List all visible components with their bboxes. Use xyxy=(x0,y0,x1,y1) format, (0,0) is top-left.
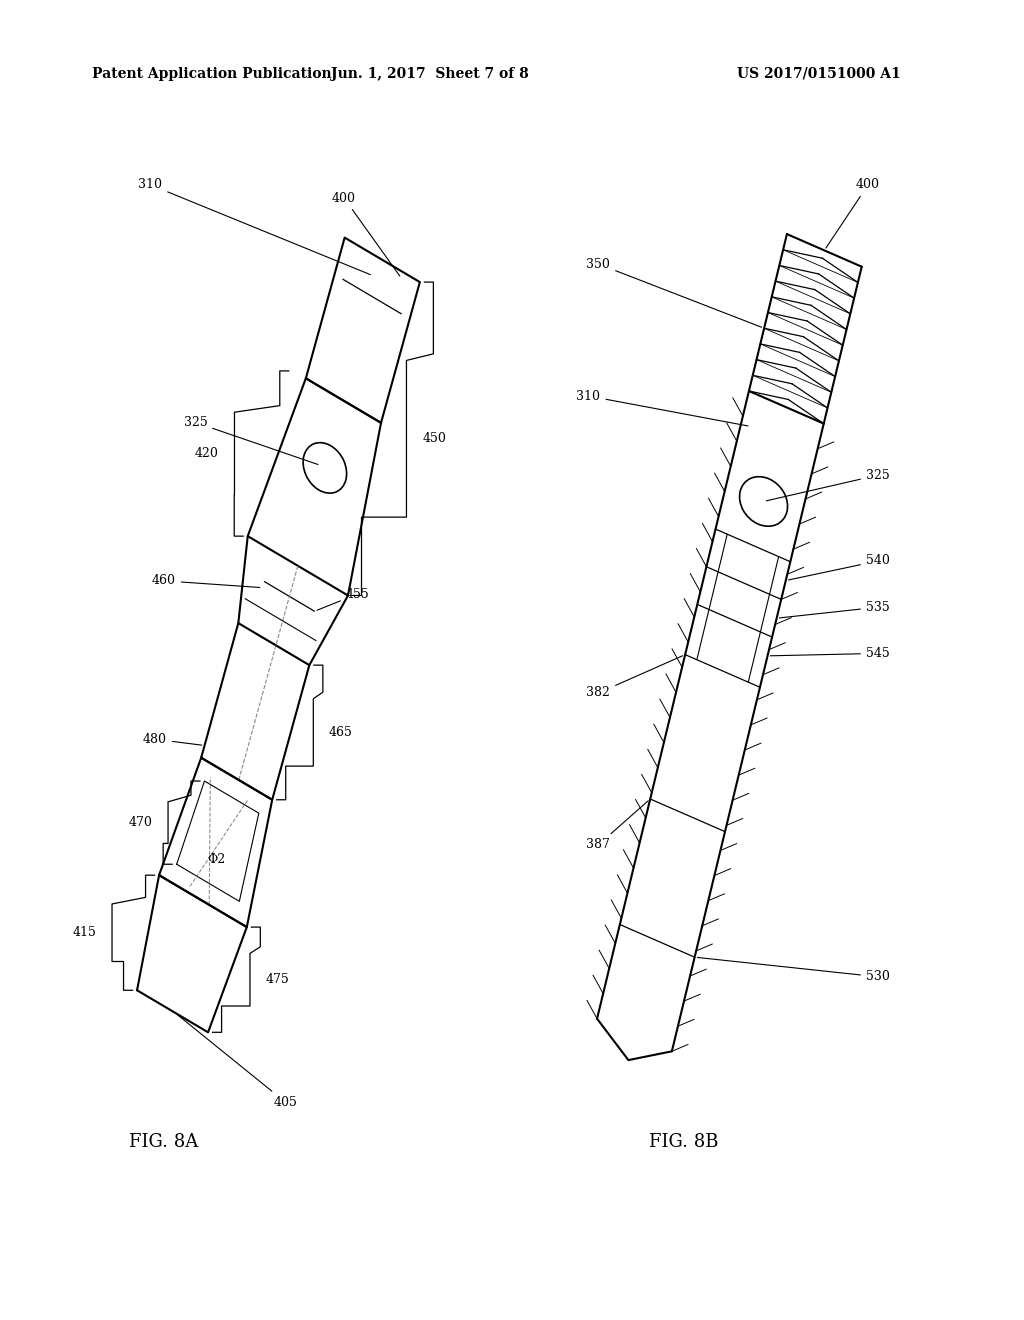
Text: 350: 350 xyxy=(587,257,762,327)
Text: 325: 325 xyxy=(766,469,890,500)
Text: 540: 540 xyxy=(788,554,890,579)
Text: 310: 310 xyxy=(138,178,371,275)
Text: 450: 450 xyxy=(422,432,446,445)
Text: 400: 400 xyxy=(332,191,399,276)
Text: 470: 470 xyxy=(128,816,153,829)
Text: 415: 415 xyxy=(73,927,96,940)
Text: 400: 400 xyxy=(826,178,880,248)
Text: 480: 480 xyxy=(142,733,202,746)
Text: Patent Application Publication: Patent Application Publication xyxy=(92,67,332,81)
Text: 325: 325 xyxy=(183,416,318,465)
Text: FIG. 8B: FIG. 8B xyxy=(649,1133,719,1151)
Text: 310: 310 xyxy=(577,389,748,426)
Text: 465: 465 xyxy=(329,726,353,739)
Text: 530: 530 xyxy=(697,957,890,983)
Text: 455: 455 xyxy=(317,587,370,610)
Text: 545: 545 xyxy=(770,647,890,660)
Text: 387: 387 xyxy=(587,801,648,851)
Text: US 2017/0151000 A1: US 2017/0151000 A1 xyxy=(737,67,901,81)
Text: 460: 460 xyxy=(152,574,260,587)
Text: 535: 535 xyxy=(779,601,890,618)
Text: Φ2: Φ2 xyxy=(208,853,226,866)
Text: Jun. 1, 2017  Sheet 7 of 8: Jun. 1, 2017 Sheet 7 of 8 xyxy=(331,67,529,81)
Text: FIG. 8A: FIG. 8A xyxy=(129,1133,199,1151)
Text: 420: 420 xyxy=(195,447,219,461)
Text: 382: 382 xyxy=(587,656,683,700)
Text: 475: 475 xyxy=(266,973,290,986)
Text: 405: 405 xyxy=(177,1014,297,1109)
